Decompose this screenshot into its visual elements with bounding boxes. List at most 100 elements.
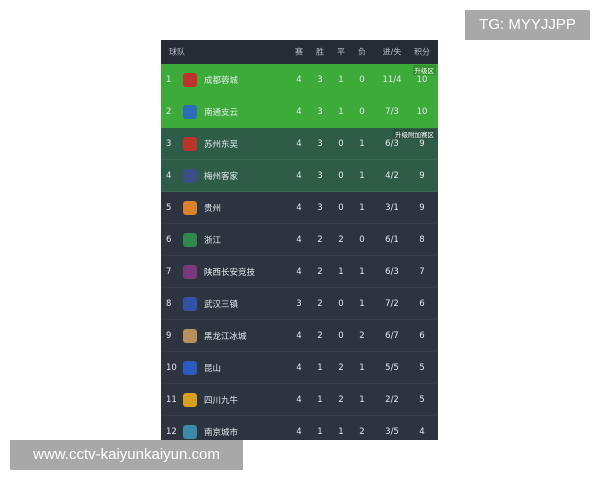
cell-pts: 9 (419, 202, 425, 213)
cell-team: 贵州 (204, 203, 222, 214)
team-logo-icon (183, 296, 197, 311)
cell-rank: 3 (166, 138, 172, 149)
cell-w: 3 (317, 202, 323, 213)
watermark: www.cctv-kaiyunkaiyun.com (10, 440, 243, 470)
cell-l: 1 (359, 202, 365, 213)
cell-g: 5/5 (385, 362, 399, 373)
table-row[interactable]: 8 武汉三镇 3 2 0 1 7/2 6 (161, 288, 438, 320)
cell-d: 0 (338, 330, 344, 341)
cell-pts: 9 (419, 170, 425, 181)
cell-pts: 7 (419, 266, 425, 277)
cell-w: 3 (317, 170, 323, 181)
standings-table: 球队 赛 胜 平 负 进/失 积分 1 成都蓉城 4 3 1 0 11/4 10 升级区 2 南通支… (161, 40, 438, 440)
cell-pts: 10 (416, 107, 428, 117)
cell-rank: 4 (166, 170, 172, 181)
cell-d: 0 (338, 202, 344, 213)
cell-d: 0 (338, 170, 344, 181)
cell-team: 梅州客家 (204, 171, 239, 182)
table-row[interactable]: 3 苏州东吴 4 3 0 1 6/3 9 升级附加赛区 (161, 128, 438, 160)
tg-badge: TG: MYYJJPP (465, 10, 590, 40)
table-row[interactable]: 5 贵州 4 3 0 1 3/1 9 (161, 192, 438, 224)
cell-w: 1 (317, 394, 323, 405)
cell-d: 1 (338, 426, 344, 437)
cell-rank: 6 (166, 234, 172, 245)
cell-rank: 8 (166, 298, 172, 309)
cell-l: 1 (359, 266, 365, 277)
cell-g: 6/3 (385, 266, 399, 277)
cell-rank: 5 (166, 202, 172, 213)
cell-g: 2/2 (385, 394, 399, 405)
cell-pts: 9 (419, 138, 425, 149)
cell-team: 陕西长安竞技 (204, 267, 256, 278)
cell-w: 1 (317, 362, 323, 373)
table-row[interactable]: 7 陕西长安竞技 4 2 1 1 6/3 7 (161, 256, 438, 288)
cell-l: 0 (359, 234, 365, 245)
table-row[interactable]: 9 黑龙江冰城 4 2 0 2 6/7 6 (161, 320, 438, 352)
cell-l: 1 (359, 362, 365, 373)
table-row[interactable]: 12 南京城市 4 1 1 2 3/5 4 (161, 416, 438, 440)
header-goals: 进/失 (382, 47, 402, 57)
cell-pts: 10 (416, 75, 428, 85)
cell-w: 3 (317, 75, 323, 85)
cell-d: 2 (338, 362, 344, 373)
cell-w: 2 (317, 330, 323, 341)
cell-l: 0 (359, 75, 365, 85)
cell-rank: 9 (166, 330, 172, 341)
cell-d: 1 (338, 107, 344, 117)
table-row[interactable]: 11 四川九牛 4 1 2 1 2/2 5 (161, 384, 438, 416)
cell-d: 1 (338, 266, 344, 277)
cell-rank: 10 (166, 362, 177, 373)
cell-p: 3 (296, 298, 302, 309)
cell-d: 0 (338, 298, 344, 309)
header-played: 赛 (295, 47, 303, 57)
cell-w: 2 (317, 298, 323, 309)
cell-d: 0 (338, 138, 344, 149)
cell-w: 2 (317, 266, 323, 277)
cell-rank: 12 (166, 426, 177, 437)
header-drawn: 平 (337, 47, 345, 57)
cell-w: 1 (317, 426, 323, 437)
cell-pts: 5 (419, 394, 425, 405)
cell-pts: 6 (419, 330, 425, 341)
table-row[interactable]: 4 梅州客家 4 3 0 1 4/2 9 (161, 160, 438, 192)
cell-l: 1 (359, 170, 365, 181)
table-row[interactable]: 2 南通支云 4 3 1 0 7/3 10 (161, 96, 438, 128)
cell-rank: 11 (166, 394, 177, 405)
cell-l: 1 (359, 298, 365, 309)
cell-g: 3/5 (385, 426, 399, 437)
cell-p: 4 (296, 202, 302, 213)
cell-team: 黑龙江冰城 (204, 331, 247, 342)
table-row[interactable]: 10 昆山 4 1 2 1 5/5 5 (161, 352, 438, 384)
cell-team: 苏州东吴 (204, 139, 239, 150)
header-lost: 负 (358, 47, 366, 57)
team-logo-icon (183, 232, 197, 247)
team-logo-icon (183, 73, 197, 87)
cell-l: 2 (359, 426, 365, 437)
cell-g: 11/4 (382, 75, 402, 85)
cell-g: 4/2 (385, 170, 399, 181)
cell-p: 4 (296, 266, 302, 277)
cell-l: 1 (359, 138, 365, 149)
table-row[interactable]: 1 成都蓉城 4 3 1 0 11/4 10 升级区 (161, 64, 438, 96)
cell-team: 南通支云 (204, 108, 239, 118)
cell-pts: 8 (419, 234, 425, 245)
cell-team: 武汉三镇 (204, 299, 239, 310)
team-logo-icon (183, 200, 197, 215)
cell-p: 4 (296, 170, 302, 181)
cell-pts: 6 (419, 298, 425, 309)
cell-g: 6/3 (385, 138, 399, 149)
cell-p: 4 (296, 394, 302, 405)
cell-team: 昆山 (204, 363, 222, 374)
cell-rank: 1 (166, 75, 172, 85)
cell-p: 4 (296, 426, 302, 437)
cell-team: 浙江 (204, 235, 222, 246)
cell-g: 6/7 (385, 330, 399, 341)
cell-p: 4 (296, 330, 302, 341)
cell-rank: 7 (166, 266, 172, 277)
table-row[interactable]: 6 浙江 4 2 2 0 6/1 8 (161, 224, 438, 256)
cell-d: 1 (338, 75, 344, 85)
cell-team: 四川九牛 (204, 395, 239, 406)
cell-p: 4 (296, 107, 302, 117)
cell-l: 2 (359, 330, 365, 341)
cell-d: 2 (338, 394, 344, 405)
